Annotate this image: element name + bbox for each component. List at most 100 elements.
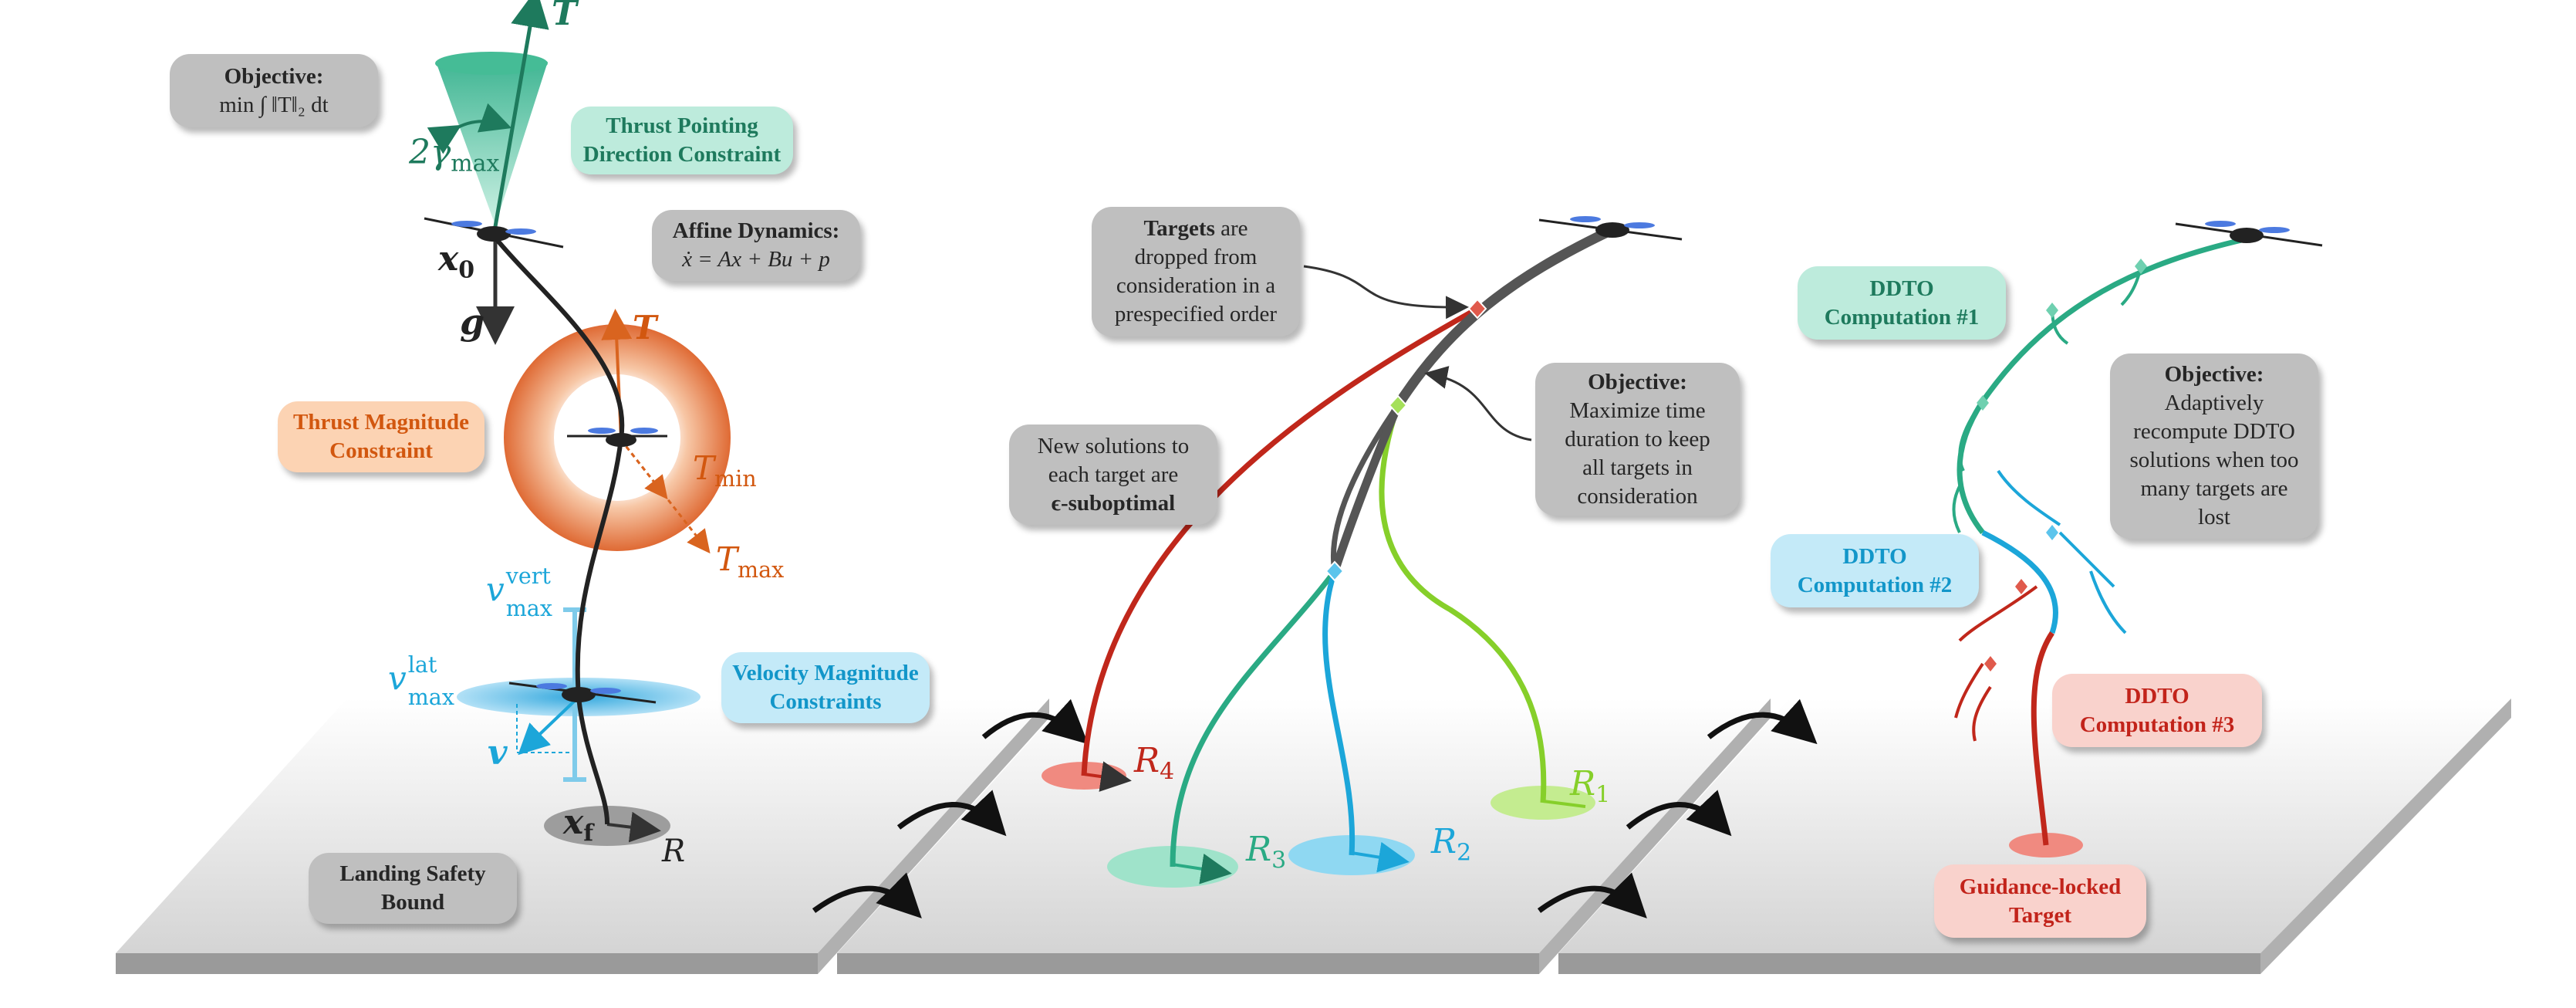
objective3-title: Objective: bbox=[2164, 362, 2264, 387]
gamma-max-label: 2γmax bbox=[409, 133, 499, 178]
branch-tendrils-cyan bbox=[1997, 469, 2127, 634]
locked-line1: Guidance-locked bbox=[1959, 874, 2122, 899]
r4-name: R bbox=[1134, 741, 1160, 780]
ddto2-line2: Computation #2 bbox=[1797, 572, 1953, 597]
thrust-pointing-box: Thrust Pointing Direction Constraint bbox=[571, 107, 793, 174]
affine-dynamics-box: Affine Dynamics: ẋ = Ax + Bu + p bbox=[652, 210, 860, 281]
vvert-sup: vert bbox=[505, 563, 551, 589]
objective3-line4: solutions when too bbox=[2129, 448, 2299, 472]
target-label-r4: R4 bbox=[1134, 741, 1174, 786]
targets-line3: consideration in a bbox=[1116, 273, 1276, 298]
objective3-line2: Adaptively bbox=[2164, 391, 2264, 415]
drone-icon-panel-3 bbox=[2175, 221, 2323, 247]
gamma-symbol: 2γ bbox=[409, 133, 451, 172]
x0-sub: 0 bbox=[458, 256, 475, 284]
ddto-computation-2-box: DDTO Computation #2 bbox=[1771, 534, 1979, 607]
transition-arrows-1 bbox=[812, 698, 1089, 918]
branch-tendrils-red bbox=[1954, 585, 2038, 742]
thrust-magnitude-line1: Thrust Magnitude bbox=[292, 410, 469, 435]
xf-sub: f bbox=[583, 820, 594, 847]
objective2-line5: consideration bbox=[1577, 483, 1698, 509]
guidance-locked-box: Guidance-locked Target bbox=[1934, 864, 2146, 938]
targets-rest: are bbox=[1214, 216, 1248, 241]
objective2-line2: Maximize time bbox=[1569, 397, 1706, 423]
thrust-cone bbox=[427, 52, 548, 225]
target-label-r2: R2 bbox=[1431, 822, 1471, 867]
new-solutions-line1: New solutions to bbox=[1037, 433, 1190, 458]
trajectory-panel-1 bbox=[493, 236, 625, 825]
vvert-sub: max bbox=[505, 595, 552, 621]
trajectories-panel-3 bbox=[1956, 236, 2246, 846]
landing-safety-line1: Landing Safety bbox=[339, 861, 486, 886]
vvert-label: v vert max bbox=[486, 560, 552, 624]
objective2-line3: duration to keep bbox=[1565, 426, 1710, 452]
vlat-sub: max bbox=[407, 684, 454, 710]
drone-icon-panel-2 bbox=[1538, 216, 1683, 241]
tmin-sub: min bbox=[714, 465, 757, 492]
ddto3-line1: DDTO bbox=[2125, 683, 2189, 709]
vlat-symbol: v bbox=[388, 659, 407, 697]
locked-line2: Target bbox=[2008, 902, 2072, 928]
drop-points-panel-2 bbox=[1325, 298, 1487, 582]
drone-icon-ring bbox=[567, 428, 667, 447]
r4-sub: 4 bbox=[1160, 758, 1175, 786]
objective-box-panel-2: Objective: Maximize time duration to kee… bbox=[1535, 363, 1740, 516]
ddto1-line2: Computation #1 bbox=[1824, 304, 1980, 330]
objective3-line5: many targets are bbox=[2140, 476, 2288, 501]
ddto3-line2: Computation #3 bbox=[2079, 712, 2235, 737]
thrust-top-label: T bbox=[552, 0, 577, 33]
vlat-sup: lat bbox=[407, 651, 437, 678]
affine-dynamics-title: Affine Dynamics: bbox=[672, 218, 840, 243]
velocity-magnitude-line1: Velocity Magnitude bbox=[732, 661, 919, 685]
thrust-pointing-line2: Direction Constraint bbox=[582, 142, 782, 167]
ddto2-line1: DDTO bbox=[1842, 543, 1907, 569]
r3-name: R bbox=[1246, 830, 1272, 869]
landing-ellipse bbox=[544, 806, 670, 846]
tmin-label: Tmin bbox=[693, 449, 757, 492]
vvert-symbol: v bbox=[486, 570, 505, 608]
target-arrows-panel-2 bbox=[1083, 761, 1586, 885]
landing-safety-box: Landing Safety Bound bbox=[309, 853, 517, 924]
new-solutions-box: New solutions to each target are ϵ-subop… bbox=[1009, 425, 1217, 525]
r2-name: R bbox=[1431, 822, 1457, 861]
velocity-magnitude-line2: Constraints bbox=[769, 689, 882, 714]
targets-dropped-box: Targets are dropped from consideration i… bbox=[1092, 207, 1300, 337]
target-label-r3: R3 bbox=[1246, 830, 1286, 874]
objective3-line3: recompute DDTO bbox=[2133, 419, 2295, 444]
gravity-label: g bbox=[460, 301, 485, 343]
thrust-ring-label: T bbox=[633, 309, 657, 347]
targets-line2: dropped from bbox=[1134, 245, 1258, 269]
r1-name: R bbox=[1570, 764, 1596, 803]
new-solutions-line3: ϵ-suboptimal bbox=[1051, 490, 1176, 516]
target-label-r1: R1 bbox=[1570, 764, 1610, 809]
transition-arrows-2 bbox=[1537, 698, 1818, 918]
ddto-computation-3-box: DDTO Computation #3 bbox=[2052, 674, 2262, 747]
callout-arrows-panel-2 bbox=[1303, 265, 1532, 441]
xf-symbol: x bbox=[563, 803, 584, 842]
x0-symbol: x bbox=[438, 239, 459, 279]
ddto-computation-1-box: DDTO Computation #1 bbox=[1798, 266, 2006, 340]
landing-safety-line2: Bound bbox=[380, 890, 445, 915]
ddto1-line1: DDTO bbox=[1869, 276, 1934, 301]
affine-dynamics-formula: ẋ = Ax + Bu + p bbox=[682, 247, 830, 272]
r1-sub: 1 bbox=[1595, 781, 1611, 809]
gamma-sub: max bbox=[451, 150, 500, 178]
thrust-vector-top bbox=[491, 0, 549, 236]
velocity-magnitude-box: Velocity Magnitude Constraints bbox=[721, 652, 930, 723]
landing-r-label: R bbox=[662, 834, 686, 869]
tmax-sub: max bbox=[738, 556, 785, 583]
thrust-magnitude-line2: Constraint bbox=[329, 438, 433, 463]
objective2-title: Objective: bbox=[1588, 369, 1687, 394]
velocity-label: v bbox=[488, 733, 508, 773]
thrust-magnitude-box: Thrust Magnitude Constraint bbox=[278, 401, 484, 472]
tmin-symbol: T bbox=[693, 449, 715, 487]
floor-panel-3 bbox=[1558, 698, 2511, 974]
objective-formula: min ∫ ‖T‖₂ dt bbox=[219, 92, 329, 117]
drone-icon-start bbox=[424, 217, 564, 249]
new-solutions-line2: each target are bbox=[1048, 462, 1179, 487]
tmax-symbol: T bbox=[716, 540, 738, 578]
x0-label: x0 bbox=[438, 239, 474, 284]
objective3-line6: lost bbox=[2198, 505, 2230, 529]
r2-sub: 2 bbox=[1457, 839, 1472, 867]
